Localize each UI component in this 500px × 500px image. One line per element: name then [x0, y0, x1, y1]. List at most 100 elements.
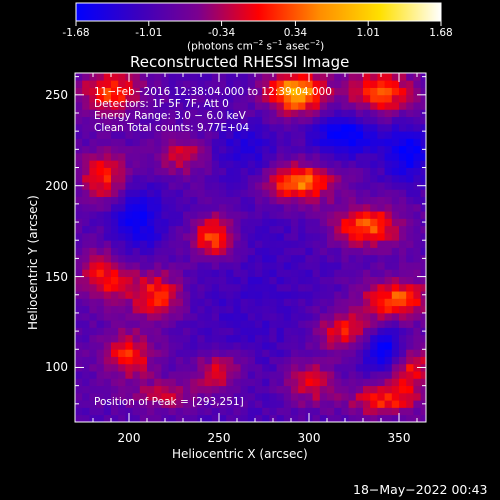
heatmap-cell: [334, 262, 342, 270]
heatmap-cell: [370, 269, 378, 277]
heatmap-cell: [247, 283, 256, 292]
heatmap-cell: [377, 349, 385, 357]
heatmap-cell: [103, 312, 112, 321]
heatmap-cell: [190, 123, 198, 132]
heatmap-cell: [298, 189, 306, 197]
heatmap-cell: [305, 400, 313, 408]
heatmap-cell: [226, 225, 234, 234]
heatmap-cell: [377, 385, 385, 394]
heatmap-cell: [312, 276, 321, 285]
heatmap-cell: [96, 342, 105, 350]
heatmap-cell: [420, 102, 427, 110]
heatmap-cell: [219, 145, 227, 154]
heatmap-cell: [96, 102, 105, 110]
heatmap-cell: [334, 160, 342, 168]
heatmap-cell: [154, 160, 162, 168]
heatmap-cell: [211, 218, 220, 227]
heatmap-cell: [334, 138, 342, 147]
heatmap-cell: [89, 123, 97, 132]
heatmap-cell: [103, 225, 112, 234]
heatmap-cell: [406, 276, 414, 285]
heatmap-cell: [183, 131, 191, 139]
heatmap-cell: [161, 232, 169, 241]
heatmap-cell: [334, 327, 342, 336]
heatmap-cell: [384, 363, 393, 372]
heatmap-cell: [399, 203, 407, 212]
heatmap-cell: [276, 298, 285, 307]
heatmap-cell: [147, 283, 155, 292]
heatmap-cell: [211, 240, 220, 248]
heatmap-cell: [197, 400, 205, 408]
heatmap-cell: [103, 349, 112, 357]
heatmap-cell: [111, 167, 119, 176]
heatmap-cell: [89, 407, 97, 416]
heatmap-cell: [103, 247, 112, 256]
heatmap-cell: [291, 196, 299, 205]
heatmap-cell: [139, 80, 148, 88]
heatmap-cell: [118, 363, 126, 372]
heatmap-cell: [334, 102, 342, 110]
heatmap-cell: [341, 167, 349, 176]
heatmap-cell: [204, 240, 213, 248]
heatmap-cell: [298, 240, 306, 248]
heatmap-cell: [226, 211, 234, 219]
heatmap-cell: [175, 73, 184, 81]
heatmap-cell: [111, 371, 119, 379]
heatmap-cell: [391, 94, 400, 103]
heatmap-cell: [96, 356, 105, 365]
heatmap-cell: [197, 160, 205, 168]
heatmap-cell: [262, 305, 270, 314]
heatmap-cell: [154, 116, 162, 125]
heatmap-cell: [82, 174, 90, 183]
heatmap-cell: [363, 240, 371, 248]
heatmap-cell: [406, 342, 414, 350]
heatmap-cell: [305, 247, 313, 256]
heatmap-cell: [406, 240, 414, 248]
heatmap-cell: [370, 283, 378, 292]
heatmap-cell: [262, 102, 270, 110]
heatmap-cell: [399, 145, 407, 154]
heatmap-cell: [118, 327, 126, 336]
heatmap-cell: [118, 320, 126, 328]
heatmap-cell: [363, 109, 371, 118]
heatmap-cell: [262, 138, 270, 147]
heatmap-cell: [384, 342, 393, 350]
heatmap-cell: [147, 356, 155, 365]
heatmap-cell: [175, 211, 184, 219]
heatmap-cell: [247, 167, 256, 176]
heatmap-cell: [125, 145, 133, 154]
heatmap-cell: [312, 305, 321, 314]
heatmap-cell: [89, 349, 97, 357]
heatmap-cell: [168, 160, 177, 168]
heatmap-cell: [262, 363, 270, 372]
heatmap-cell: [377, 102, 385, 110]
heatmap-cell: [276, 247, 285, 256]
heatmap-cell: [211, 138, 220, 147]
heatmap-cell: [219, 160, 227, 168]
heatmap-cell: [204, 385, 213, 394]
heatmap-cell: [406, 73, 414, 81]
heatmap-cell: [154, 182, 162, 190]
heatmap-cell: [111, 334, 119, 343]
heatmap-cell: [118, 371, 126, 379]
heatmap-cell: [139, 349, 148, 357]
heatmap-cell: [262, 145, 270, 154]
heatmap-cell: [204, 167, 213, 176]
heatmap-cell: [348, 254, 357, 263]
heatmap-cell: [175, 109, 184, 118]
heatmap-cell: [399, 225, 407, 234]
heatmap-cell: [348, 174, 357, 183]
heatmap-cell: [247, 356, 256, 365]
heatmap-cell: [391, 327, 400, 336]
heatmap-cell: [334, 116, 342, 125]
heatmap-cell: [233, 363, 241, 372]
heatmap-cell: [247, 298, 256, 307]
heatmap-cell: [305, 123, 313, 132]
heatmap-cell: [247, 305, 256, 314]
heatmap-cell: [226, 392, 234, 401]
heatmap-cell: [334, 247, 342, 256]
heatmap-cell: [147, 407, 155, 416]
heatmap-cell: [406, 254, 414, 263]
heatmap-cell: [161, 378, 169, 387]
heatmap-cell: [103, 291, 112, 299]
